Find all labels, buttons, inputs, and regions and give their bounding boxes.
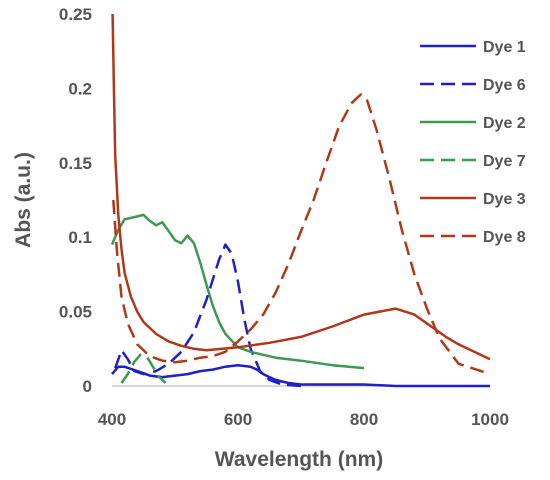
series-line-dye-2 [110, 213, 365, 370]
y-tick-labels: 0 0.05 0.1 0.15 0.2 0.25 [59, 5, 92, 396]
series-line-dye-8 [112, 93, 491, 376]
x-axis-title: Wavelength (nm) [215, 448, 383, 471]
legend-label: Dye 8 [483, 229, 526, 246]
x-tick-label: 600 [224, 410, 252, 429]
y-tick-label: 0.15 [59, 154, 92, 173]
legend-label: Dye 7 [483, 153, 526, 170]
legend-label: Dye 6 [483, 77, 526, 94]
series-line-dye-7 [120, 353, 167, 384]
series-line-dye-6 [114, 243, 302, 388]
y-tick-label: 0.25 [59, 5, 92, 24]
series-line-dye-3 [111, 13, 491, 361]
legend-label: Dye 3 [483, 191, 526, 208]
legend: Dye 1 Dye 6 Dye 2 Dye 7 Dye 3 Dye 8 [420, 39, 526, 246]
y-tick-label: 0.05 [59, 303, 92, 322]
x-tick-labels: 400 600 800 1000 [98, 410, 509, 429]
y-tick-label: 0.2 [68, 79, 92, 98]
y-tick-label: 0.1 [68, 228, 92, 247]
plot-series [110, 13, 491, 388]
x-tick-label: 400 [98, 410, 126, 429]
x-tick-label: 1000 [471, 410, 509, 429]
x-tick-label: 800 [350, 410, 378, 429]
legend-label: Dye 1 [483, 39, 526, 56]
y-axis-title: Abs (a.u.) [12, 152, 35, 248]
legend-label: Dye 2 [483, 115, 526, 132]
y-tick-label: 0 [83, 377, 92, 396]
series-line-dye-1 [111, 363, 490, 388]
